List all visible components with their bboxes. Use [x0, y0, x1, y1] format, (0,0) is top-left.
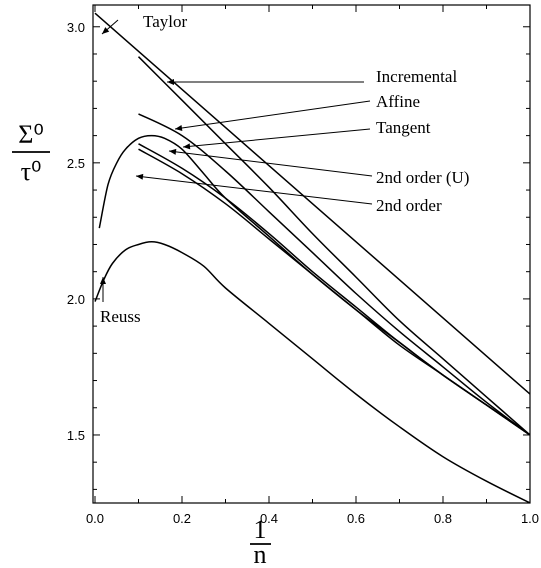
y-axis-label-numerator: Σ⁰: [18, 120, 44, 149]
annotation-leader-2nd-order-u: [168, 150, 373, 177]
annotation-label-reuss: Reuss: [100, 307, 141, 326]
y-axis-label-denominator: τ⁰: [21, 157, 42, 186]
plot-border: [92, 4, 531, 504]
y-tick-label: 2.5: [67, 156, 85, 171]
annotation-label-incremental: Incremental: [376, 67, 457, 86]
x-axis-label-numerator: 1: [254, 515, 267, 544]
annotation-arrowhead-incremental: [167, 79, 174, 85]
x-tick-label: 0.2: [173, 511, 191, 526]
annotations: Taylor Incremental Affine Tangent 2nd order …: [100, 12, 469, 326]
annotation-leader-affine: [174, 100, 371, 130]
series-line-incremental: [137, 56, 531, 436]
annotation-label-affine: Affine: [376, 92, 420, 111]
annotation-arrowhead-affine: [175, 125, 183, 131]
series-line-2nd-order: [98, 134, 531, 436]
annotation-arrowhead-taylor: [102, 27, 110, 34]
series-line-tangent: [138, 143, 531, 436]
annotation-label-taylor: Taylor: [143, 12, 187, 31]
annotation-arrowhead-2nd-order: [136, 173, 144, 180]
series-line-reuss: [94, 241, 531, 504]
series-line-affine: [138, 113, 531, 436]
x-tick-label: 0.8: [434, 511, 452, 526]
annotation-label-tangent: Tangent: [376, 118, 431, 137]
annotation-arrowhead-reuss: [100, 277, 106, 284]
tick-marks: [93, 5, 531, 503]
series-lines: [94, 12, 531, 504]
y-tick-label: 2.0: [67, 292, 85, 307]
series-line-taylor: [94, 12, 531, 395]
annotation-label-2nd-order-u: 2nd order (U): [376, 168, 469, 187]
plot-frame: [92, 4, 531, 504]
annotation-leader-tangent: [182, 128, 371, 148]
x-tick-label: 1.0: [521, 511, 539, 526]
annotation-arrowhead-tangent: [183, 143, 191, 150]
y-tick-label: 1.5: [67, 428, 85, 443]
tick-labels: 0.0 0.2 0.4 0.6 0.8 1.0 1.5 2.0 2.5 3.0: [67, 20, 539, 526]
x-axis-label-denominator: n: [254, 540, 267, 568]
x-tick-label: 0.0: [86, 511, 104, 526]
annotation-arrowhead-2nd-order-u: [169, 148, 177, 155]
annotation-label-2nd-order: 2nd order: [376, 196, 442, 215]
x-tick-label: 0.6: [347, 511, 365, 526]
y-tick-label: 3.0: [67, 20, 85, 35]
x-tick-label: 0.4: [260, 511, 278, 526]
annotation-leader-2nd-order: [135, 175, 373, 205]
